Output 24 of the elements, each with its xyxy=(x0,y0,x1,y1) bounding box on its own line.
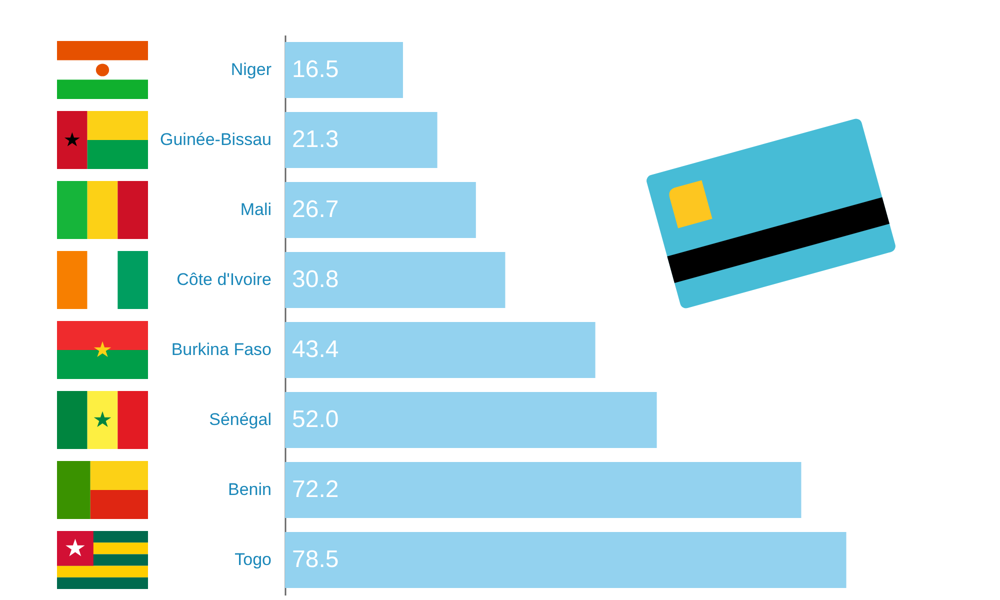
data-label: 21.3 xyxy=(292,126,339,153)
bar xyxy=(285,42,403,98)
y-tick-label: Sénégal xyxy=(209,410,272,429)
data-label: 26.7 xyxy=(292,196,339,223)
y-tick-label: Côte d'Ivoire xyxy=(176,270,272,289)
y-tick-label: Benin xyxy=(228,480,272,499)
bar xyxy=(285,392,657,448)
bar xyxy=(285,322,596,378)
bar xyxy=(285,182,476,238)
y-tick-label: Niger xyxy=(230,60,272,79)
bar xyxy=(285,462,802,518)
y-tick-label: Burkina Faso xyxy=(171,340,272,359)
data-label: 16.5 xyxy=(292,56,339,83)
data-label: 43.4 xyxy=(292,336,339,363)
data-label: 72.2 xyxy=(292,476,339,503)
y-tick-label: Guinée-Bissau xyxy=(160,130,272,149)
bar xyxy=(285,112,438,168)
bar xyxy=(285,532,846,588)
data-label: 30.8 xyxy=(292,266,339,293)
data-label: 78.5 xyxy=(292,546,339,573)
bar xyxy=(285,252,506,308)
y-tick-label: Mali xyxy=(240,200,272,219)
data-label: 52.0 xyxy=(292,406,339,433)
y-tick-label: Togo xyxy=(234,550,272,569)
